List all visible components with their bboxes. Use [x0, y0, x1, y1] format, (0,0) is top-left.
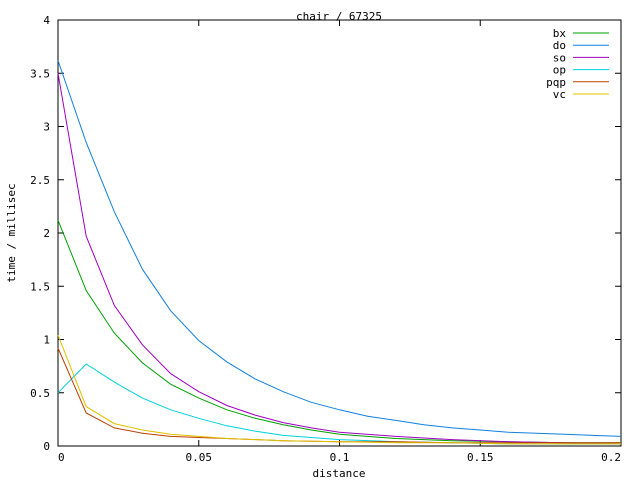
y-axis-label: time / millisec [5, 183, 18, 282]
x-tick-label: 0.15 [467, 451, 494, 464]
legend-label-so: so [553, 51, 566, 64]
series-line-pqp [57, 347, 621, 444]
series-line-so [57, 73, 622, 445]
y-tick-label: 1 [43, 334, 50, 347]
y-tick-label: 0 [43, 440, 50, 453]
x-tick-label: 0.2 [601, 451, 621, 464]
y-tick-label: 3.5 [30, 67, 50, 80]
y-tick-label: 0.5 [30, 387, 50, 400]
legend-label-bx: bx [553, 27, 567, 40]
y-tick-label: 3 [43, 121, 50, 134]
y-tick-label: 1.5 [30, 280, 50, 293]
series-line-bx [57, 220, 621, 444]
y-tick-label: 2 [43, 227, 50, 240]
series-line-do [57, 60, 622, 437]
legend-label-vc: vc [553, 88, 566, 101]
x-tick-label: 0.05 [186, 451, 213, 464]
x-axis-label: distance [313, 467, 366, 480]
series-line-vc [57, 335, 621, 445]
legend-label-do: do [553, 39, 566, 52]
series-lines [57, 60, 622, 445]
y-tick-label: 2.5 [30, 174, 50, 187]
legend-label-pqp: pqp [546, 76, 566, 89]
x-tick-label: 0 [58, 451, 65, 464]
x-tick-label: 0.1 [330, 451, 350, 464]
y-tick-label: 4 [43, 14, 50, 27]
plot-frame [57, 19, 622, 447]
axis-ticks: 0 0.5 1 1.5 2 2.5 3 3.5 4 0 0.05 0.1 0.15 0.2 [30, 14, 622, 464]
legend-label-op: op [553, 64, 566, 77]
